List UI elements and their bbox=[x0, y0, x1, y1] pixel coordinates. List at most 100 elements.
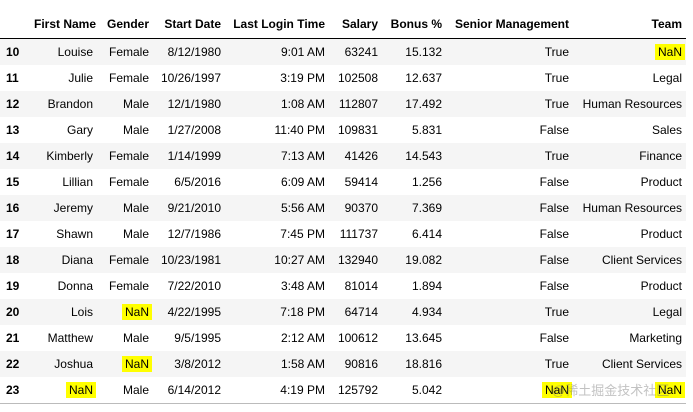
cell-gender: Male bbox=[122, 201, 149, 215]
row-index: 11 bbox=[6, 71, 19, 85]
cell-first-name: Diana bbox=[61, 253, 93, 267]
cell-team: Sales bbox=[651, 123, 682, 137]
cell-first-name: Shawn bbox=[56, 227, 93, 241]
nan-highlight: NaN bbox=[65, 382, 96, 398]
cell-salary: 111737 bbox=[339, 227, 378, 241]
row-index: 18 bbox=[6, 253, 20, 267]
row-index: 16 bbox=[6, 201, 20, 215]
cell-bonus: 19.082 bbox=[405, 253, 442, 267]
row-index: 21 bbox=[6, 331, 20, 345]
cell-team: Client Services bbox=[601, 357, 682, 371]
table-row: 13 Gary Male 1/27/2008 11:40 PM 109831 5.831 Fa… bbox=[0, 117, 686, 143]
cell-first-name: Louise bbox=[57, 45, 93, 59]
cell-gender: Female bbox=[108, 279, 149, 293]
cell-salary: 90816 bbox=[344, 357, 378, 371]
cell-gender: NaN bbox=[97, 351, 153, 377]
cell-start-date: 1/14/1999 bbox=[167, 149, 221, 163]
row-index: 13 bbox=[6, 123, 20, 137]
header-row: First Name Gender Start Date Last Login Tim… bbox=[0, 10, 686, 39]
cell-salary: 64714 bbox=[344, 305, 378, 319]
cell-start-date: 4/22/1995 bbox=[167, 305, 221, 319]
cell-salary: 81014 bbox=[344, 279, 378, 293]
nan-highlight: NaN bbox=[121, 304, 152, 320]
cell-start-date: 12/7/1986 bbox=[167, 227, 221, 241]
table-row: 18 Diana Female 10/23/1981 10:27 AM 132940 19.… bbox=[0, 247, 686, 273]
cell-first-name: Kimberly bbox=[46, 149, 93, 163]
cell-bonus: 15.132 bbox=[405, 45, 442, 59]
cell-last-login-time: 6:09 AM bbox=[280, 175, 325, 189]
cell-first-name: Lois bbox=[70, 305, 93, 319]
table-row: 17 Shawn Male 12/7/1986 7:45 PM 111737 6.414 Fa… bbox=[0, 221, 686, 247]
cell-team: Finance bbox=[639, 149, 682, 163]
cell-gender: Female bbox=[108, 71, 149, 85]
cell-first-name: Donna bbox=[57, 279, 93, 293]
cell-gender: Female bbox=[108, 253, 149, 267]
cell-bonus: 13.645 bbox=[405, 331, 442, 345]
column-header-team: Team bbox=[573, 10, 686, 39]
cell-senior-management: True bbox=[544, 305, 569, 319]
row-index: 20 bbox=[6, 305, 20, 319]
cell-salary: 102508 bbox=[337, 71, 378, 85]
nan-highlight: NaN bbox=[121, 356, 152, 372]
cell-bonus: 17.492 bbox=[405, 97, 442, 111]
cell-senior-management: False bbox=[539, 227, 569, 241]
cell-salary: 112807 bbox=[338, 97, 378, 111]
cell-bonus: 14.543 bbox=[405, 149, 442, 163]
table-row: 22 Joshua NaN 3/8/2012 1:58 AM 90816 18.816 Tru… bbox=[0, 351, 686, 377]
cell-first-name: Lillian bbox=[62, 175, 93, 189]
column-header-senior-management: Senior Management bbox=[446, 10, 573, 39]
row-index: 17 bbox=[6, 227, 20, 241]
cell-start-date: 10/26/1997 bbox=[160, 71, 221, 85]
cell-bonus: 5.042 bbox=[382, 377, 446, 404]
cell-team: Legal bbox=[652, 305, 682, 319]
cell-senior-management: False bbox=[539, 123, 569, 137]
column-header-first-name: First Name bbox=[30, 10, 97, 39]
table-row: 10 Louise Female 8/12/1980 9:01 AM 63241 15.13… bbox=[0, 38, 686, 66]
row-index: 19 bbox=[6, 279, 20, 293]
column-header-last-login-time: Last Login Time bbox=[225, 10, 329, 39]
cell-team: Human Resources bbox=[582, 201, 682, 215]
cell-last-login-time: 9:01 AM bbox=[280, 45, 325, 59]
row-index: 12 bbox=[6, 97, 20, 111]
cell-salary: 132940 bbox=[337, 253, 378, 267]
cell-last-login-time: 7:13 AM bbox=[280, 149, 325, 163]
cell-senior-management: False bbox=[539, 253, 569, 267]
cell-start-date: 9/21/2010 bbox=[167, 201, 221, 215]
cell-team: Product bbox=[640, 279, 682, 293]
cell-first-name: Brandon bbox=[47, 97, 93, 111]
cell-last-login-time: 2:12 AM bbox=[280, 331, 325, 345]
table-row: 12 Brandon Male 12/1/1980 1:08 AM 112807 17.49… bbox=[0, 91, 686, 117]
cell-gender: Male bbox=[122, 331, 149, 345]
cell-last-login-time: 3:48 AM bbox=[280, 279, 325, 293]
cell-last-login-time: 1:58 AM bbox=[280, 357, 325, 371]
nan-highlight: NaN bbox=[654, 382, 685, 398]
cell-last-login-time: 5:56 AM bbox=[280, 201, 325, 215]
cell-last-login-time: 7:45 PM bbox=[280, 227, 325, 241]
column-header-salary: Salary bbox=[329, 10, 382, 39]
cell-start-date: 1/27/2008 bbox=[167, 123, 221, 137]
cell-salary: 125792 bbox=[329, 377, 382, 404]
row-index: 14 bbox=[6, 149, 20, 163]
cell-team: NaN bbox=[573, 39, 686, 66]
cell-bonus: 4.934 bbox=[411, 305, 442, 319]
cell-senior-management: True bbox=[544, 149, 569, 163]
cell-last-login-time: 4:19 PM bbox=[225, 377, 329, 404]
cell-first-name: Jeremy bbox=[53, 201, 93, 215]
column-header-gender: Gender bbox=[97, 10, 153, 39]
cell-team: NaN bbox=[573, 377, 686, 404]
cell-bonus: 1.256 bbox=[411, 175, 442, 189]
cell-salary: 109831 bbox=[337, 123, 378, 137]
nan-highlight: NaN bbox=[654, 44, 685, 60]
cell-gender: Male bbox=[122, 97, 149, 111]
cell-gender: Male bbox=[122, 123, 149, 137]
cell-last-login-time: 1:08 AM bbox=[280, 97, 325, 111]
cell-gender: NaN bbox=[97, 299, 153, 325]
cell-senior-management: False bbox=[539, 175, 569, 189]
column-header-bonus: Bonus % bbox=[382, 10, 446, 39]
cell-salary: 59414 bbox=[344, 175, 378, 189]
cell-start-date: 7/22/2010 bbox=[167, 279, 221, 293]
cell-start-date: 10/23/1981 bbox=[160, 253, 221, 267]
cell-first-name: NaN bbox=[30, 377, 97, 404]
cell-last-login-time: 3:19 PM bbox=[280, 71, 325, 85]
cell-start-date: 3/8/2012 bbox=[174, 357, 221, 371]
